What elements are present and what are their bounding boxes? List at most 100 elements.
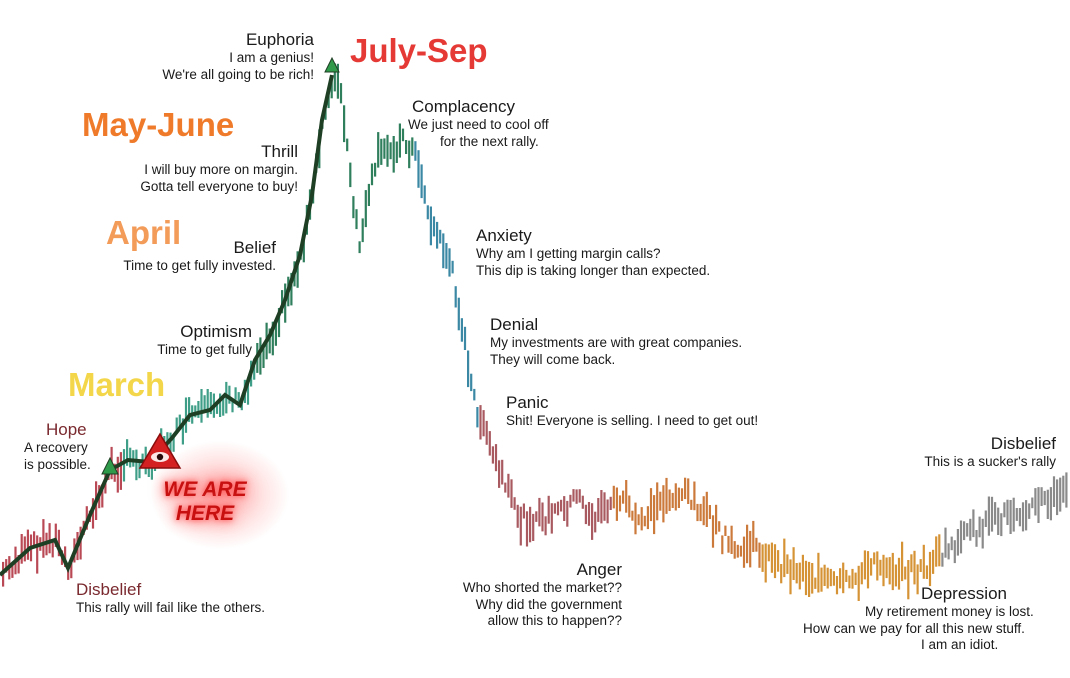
stage-hope: Hope A recovery is possible. (24, 420, 91, 473)
price-bar (398, 123, 401, 158)
price-bar (541, 502, 544, 532)
stage-quote: Why am I getting margin calls? (476, 246, 661, 262)
price-bar (690, 499, 693, 510)
price-bar (119, 452, 122, 490)
price-bar (522, 503, 525, 519)
price-bar (835, 576, 839, 595)
price-bar (237, 392, 240, 408)
price-bar (928, 551, 932, 587)
price-bar (460, 318, 463, 342)
price-bar (479, 405, 482, 440)
we-are-here-callout: WE ARE HERE (150, 478, 260, 526)
eye-of-providence-icon (138, 432, 182, 469)
price-bar (808, 561, 811, 597)
price-bar (972, 509, 975, 538)
price-bar (122, 449, 126, 482)
price-bar (606, 499, 609, 524)
price-bar (863, 550, 866, 580)
price-bar (600, 490, 603, 524)
price-bar (436, 221, 439, 249)
stage-quote: We just need to cool off (408, 117, 549, 133)
price-bar (625, 480, 628, 513)
price-bar (519, 506, 522, 546)
price-bar (857, 565, 860, 601)
price-bar (851, 568, 854, 589)
price-bar (222, 395, 225, 416)
price-bar (194, 405, 197, 418)
price-bar (938, 534, 941, 567)
price-bar (944, 527, 947, 558)
price-bar (981, 518, 984, 549)
price-bar (897, 557, 901, 590)
price-bar (721, 535, 724, 555)
price-bar (680, 488, 684, 501)
price-bar (829, 568, 832, 587)
callout-line-1: WE ARE (163, 478, 247, 501)
price-bar (1028, 503, 1031, 519)
price-bar (597, 498, 600, 522)
price-bar (206, 389, 209, 418)
stage-quote: This rally will fail like the others. (76, 600, 266, 616)
price-bar (1009, 500, 1012, 534)
price-bar (203, 395, 206, 411)
price-bar (448, 248, 451, 277)
price-bar (643, 515, 646, 527)
price-bar (470, 373, 473, 392)
price-bar (374, 162, 377, 177)
price-bar (656, 482, 659, 521)
price-bar (786, 554, 789, 574)
price-bar (730, 525, 733, 554)
price-bar (817, 552, 820, 593)
stage-euphoria: Euphoria I am a genius! We're all going … (162, 30, 314, 83)
price-bar (665, 477, 668, 514)
price-bar (653, 495, 656, 535)
price-bar (91, 498, 95, 529)
price-bar (752, 520, 755, 552)
price-bar (581, 495, 584, 509)
price-bar (330, 79, 333, 99)
price-bar (302, 238, 305, 263)
price-bar (1015, 508, 1018, 521)
stage-name: Disbelief (990, 434, 1056, 453)
price-bar (482, 410, 485, 437)
price-bar (132, 450, 135, 467)
price-bar (268, 328, 271, 354)
price-bar (327, 91, 330, 109)
price-bar (553, 503, 556, 514)
price-bar (439, 229, 442, 244)
price-bar (941, 552, 944, 567)
price-bar (758, 542, 761, 568)
price-bar (739, 545, 742, 557)
price-bar (742, 536, 746, 568)
price-bar (333, 63, 336, 92)
price-bar (615, 487, 618, 521)
price-bar (792, 547, 795, 580)
stage-depression: Depression My retirement money is lost. … (803, 584, 1034, 653)
price-bar (1021, 502, 1025, 532)
price-bar (773, 544, 777, 579)
stage-complacency: Complacency We just need to cool off for… (408, 97, 549, 150)
price-bar (649, 488, 653, 522)
stage-anger: Anger Who shorted the market?? Why did t… (463, 560, 622, 629)
price-bar (563, 496, 566, 521)
price-bar (1065, 472, 1068, 508)
month-april: April (106, 214, 182, 251)
price-bar (612, 485, 615, 509)
price-bar (389, 142, 392, 160)
price-bar (966, 523, 969, 537)
stage-name: Anxiety (476, 226, 532, 245)
price-bar (476, 407, 479, 428)
price-bar (426, 205, 429, 220)
price-bar (770, 542, 773, 573)
stage-quote: Gotta tell everyone to buy! (140, 178, 298, 194)
stage-disbelief-1: Disbelief This rally will fail like the … (76, 580, 265, 617)
price-bar (529, 506, 532, 543)
price-bar (724, 525, 727, 536)
price-bar (984, 510, 987, 527)
price-bar (628, 495, 631, 518)
price-bar (860, 562, 863, 585)
price-bar (659, 491, 662, 511)
price-bar (842, 562, 845, 594)
price-bar (882, 554, 885, 587)
stage-denial: Denial My investments are with great com… (490, 315, 742, 368)
